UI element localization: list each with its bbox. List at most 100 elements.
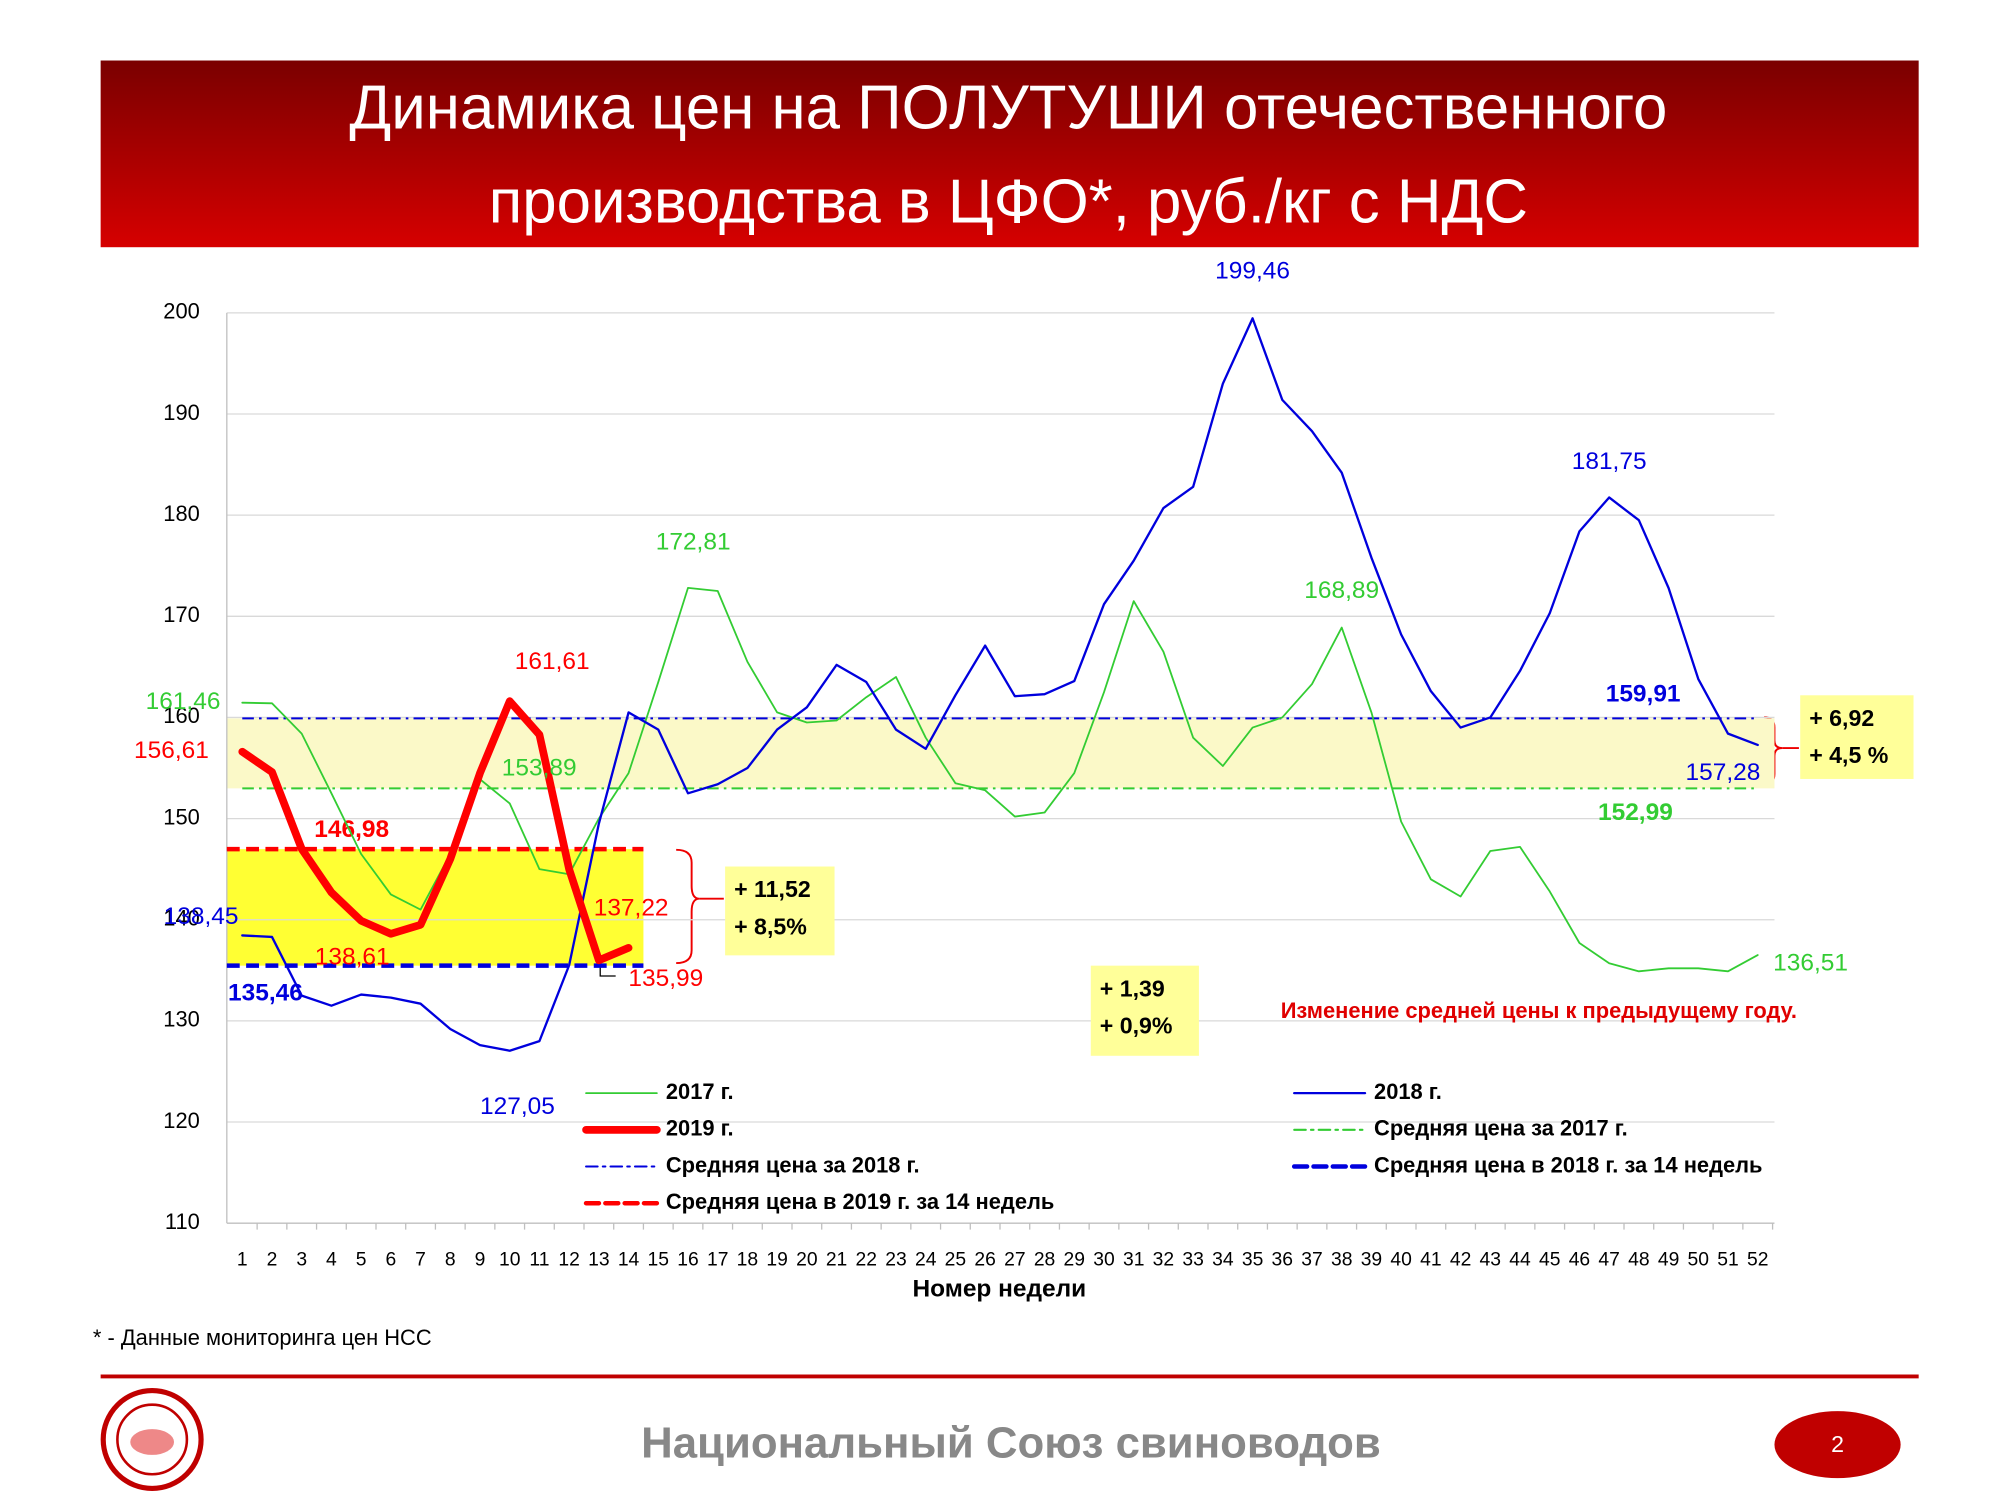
data-label: 135,99 [628,965,703,992]
leader [599,965,616,977]
x-tick-label: 26 [974,1250,995,1271]
data-label: 127,05 [480,1093,555,1120]
y-tick-label: 140 [163,906,200,931]
y-tick-label: 110 [165,1209,200,1234]
y-tick-label: 120 [163,1108,200,1133]
x-tick-label: 14 [618,1250,640,1271]
logo-ring [116,1403,189,1476]
x-tick-label: 13 [588,1250,609,1271]
x-tick-label: 3 [296,1250,307,1271]
x-tick-label: 5 [356,1250,367,1271]
x-tick-label: 41 [1420,1250,1441,1271]
page-number: 2 [1831,1431,1844,1457]
data-label: 161,46 [146,688,221,715]
x-tick-label: 30 [1093,1250,1114,1271]
legend-label: Средняя цена за 2017 г. [1374,1116,1628,1141]
x-tick-label: 49 [1658,1250,1679,1271]
x-tick-label: 46 [1569,1250,1590,1271]
y-tick-label: 130 [163,1007,200,1032]
annotation-bg [725,866,835,956]
x-tick-label: 24 [915,1250,937,1271]
x-tick-label: 37 [1301,1250,1322,1271]
annotation-box: + 1,39 + 0,9% [1090,965,1199,1056]
x-tick-label: 12 [558,1250,579,1271]
annotation-bg [1090,965,1199,1056]
legend-label: Средняя цена в 2018 г. за 14 недель [1374,1152,1762,1177]
x-tick-label: 15 [648,1250,669,1271]
annotation-text: + 8,5% [734,913,807,939]
x-tick-label: 16 [677,1250,698,1271]
reference-label: 135,46 [228,979,303,1006]
data-label: 199,46 [1215,257,1290,284]
chart-title: производства в ЦФО*, руб./кг с НДС [489,167,1528,236]
legend-label: 2019 г. [666,1116,734,1141]
reference-label: 152,99 [1598,799,1673,826]
legend-label: 2018 г. [1374,1079,1442,1104]
x-tick-label: 21 [826,1250,847,1271]
x-tick-label: 33 [1182,1250,1203,1271]
legend-label: Средняя цена в 2019 г. за 14 недель [666,1189,1054,1214]
x-tick-label: 1 [237,1250,248,1271]
chart-title: Динамика цен на ПОЛУТУШИ отечественного [349,73,1667,142]
data-label: 138,45 [164,903,239,930]
data-label: 161,61 [515,648,590,675]
data-label: 137,22 [594,895,669,922]
x-tick-label: 48 [1628,1250,1649,1271]
x-tick-label: 39 [1361,1250,1382,1271]
x-tick-label: 10 [499,1250,520,1271]
x-tick-label: 52 [1747,1250,1768,1271]
data-label: 168,89 [1304,577,1379,604]
legend-label: 2017 г. [666,1079,734,1104]
x-tick-label: 38 [1331,1250,1352,1271]
y-tick-label: 200 [163,299,200,324]
bracket [676,848,700,965]
x-tick-label: 28 [1034,1250,1055,1271]
x-tick-label: 25 [945,1250,966,1271]
data-label: 172,81 [656,528,731,555]
series-line [241,317,1759,1052]
data-label: 156,61 [134,737,209,764]
x-tick-label: 9 [475,1250,486,1271]
data-label: 138,61 [315,944,390,971]
x-tick-label: 18 [737,1250,758,1271]
x-tick-label: 23 [885,1250,906,1271]
x-tick-label: 2 [267,1250,278,1271]
x-tick-label: 35 [1242,1250,1263,1271]
x-tick-label: 32 [1153,1250,1174,1271]
x-tick-label: 22 [856,1250,877,1271]
x-tick-label: 29 [1064,1250,1085,1271]
x-tick-label: 47 [1598,1250,1619,1271]
annotation-note: Изменение средней цены к предыдущему год… [1281,998,1797,1023]
x-tick-label: 50 [1688,1250,1709,1271]
annotation-text: + 4,5 % [1809,742,1888,768]
x-tick-label: 6 [385,1250,396,1271]
x-axis-label: Номер недели [912,1276,1086,1303]
x-tick-label: 43 [1480,1250,1501,1271]
x-tick-label: 34 [1212,1250,1234,1271]
x-tick-label: 44 [1509,1250,1531,1271]
annotation-text: + 6,92 [1809,705,1874,731]
legend-label: Средняя цена за 2018 г. [666,1152,920,1177]
logo-pig [130,1429,175,1455]
x-tick-label: 36 [1272,1250,1293,1271]
data-label: 157,28 [1686,759,1761,786]
x-tick-label: 4 [326,1250,337,1271]
series-line [238,697,633,965]
footnote: * - Данные мониторинга цен НСС [93,1325,432,1350]
x-tick-label: 17 [707,1250,728,1271]
series-line [241,586,1759,973]
reference-label: 146,98 [314,816,389,843]
x-tick-label: 51 [1717,1250,1738,1271]
title-band [100,60,1919,248]
x-tick-label: 42 [1450,1250,1471,1271]
data-label: 153,89 [502,754,577,781]
y-tick-label: 150 [163,804,200,829]
data-label: 181,75 [1572,448,1647,475]
y-tick-label: 180 [163,501,200,526]
x-tick-label: 27 [1004,1250,1025,1271]
y-tick-label: 160 [163,703,200,728]
y-tick-label: 170 [163,602,200,627]
annotation-bg [1800,695,1914,779]
annotation-box: + 11,52 + 8,5% [725,866,835,956]
